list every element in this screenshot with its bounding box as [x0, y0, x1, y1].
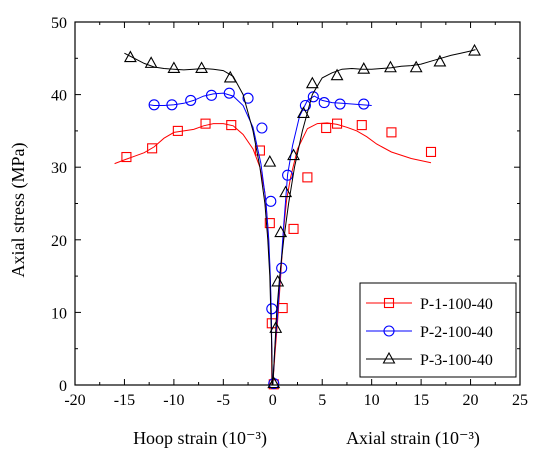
data-point-triangle: [274, 225, 288, 238]
x-tick-label: 15: [413, 392, 429, 409]
curve-hoop: [124, 52, 273, 386]
data-point-square: [302, 172, 313, 183]
data-point-triangle: [123, 50, 137, 63]
y-tick-label: 20: [51, 233, 67, 250]
data-point-triangle: [271, 274, 285, 287]
data-point-triangle: [267, 376, 281, 389]
x-tick-label: -20: [64, 392, 85, 409]
data-point-square: [254, 145, 265, 156]
data-point-circle: [185, 94, 197, 106]
axes-layer: -20 -15 -10 -5 0 5 10 15 20 25 0 10 20 30 40 50: [51, 15, 528, 409]
data-point-triangle: [433, 54, 447, 67]
data-point-circle: [318, 97, 330, 109]
data-point-triangle: [223, 70, 237, 83]
data-point-triangle: [468, 43, 481, 56]
data-point-square: [425, 146, 437, 158]
legend-entry-3: P-3-100-40: [366, 351, 493, 369]
data-point-triangle: [167, 61, 181, 74]
data-point-square: [332, 118, 343, 129]
x-tick-label: -15: [114, 392, 135, 409]
data-point-square: [288, 223, 299, 234]
legend-entry-2: P-2-100-40: [366, 324, 493, 341]
legend-label-1: P-1-100-40: [420, 296, 493, 313]
data-point-triangle: [279, 185, 293, 198]
data-point-triangle: [297, 106, 310, 119]
y-axis-title: Axial stress (MPa): [8, 143, 29, 278]
legend-marker-square: [383, 297, 395, 309]
data-point-triangle: [144, 56, 158, 68]
x-tick-label: 25: [512, 392, 528, 409]
legend-label-3: P-3-100-40: [420, 352, 493, 369]
data-point-triangle: [305, 76, 319, 89]
data-point-circle: [256, 122, 268, 134]
x-tick-label: 20: [463, 392, 479, 409]
curve-hoop: [114, 123, 273, 386]
x-tick-label: 0: [269, 392, 277, 409]
data-point-triangle: [384, 60, 397, 73]
data-point-square: [356, 120, 367, 131]
series-layer: [114, 43, 481, 390]
data-point-circle: [205, 89, 218, 101]
data-point-circle: [148, 99, 160, 111]
data-point-circle: [358, 98, 370, 110]
x-axis-title-hoop: Hoop strain (10⁻³): [133, 428, 267, 449]
x-axis-title-axial: Axial strain (10⁻³): [346, 428, 480, 449]
data-point-square: [321, 122, 332, 134]
x-tick-label: -5: [217, 392, 230, 409]
data-point-square: [386, 127, 397, 138]
legend-frame: [359, 282, 517, 378]
data-point-square: [226, 120, 237, 131]
legend: P-1-100-40 P-2-100-40 P-3-100-40: [359, 282, 517, 378]
data-point-square: [200, 118, 211, 129]
data-point-triangle: [263, 154, 277, 167]
legend-entry-1: P-1-100-40: [366, 296, 493, 313]
y-tick-label: 50: [51, 15, 67, 32]
data-point-circle: [166, 99, 178, 111]
data-point-circle: [282, 169, 294, 181]
data-point-triangle: [269, 321, 283, 333]
curve-axial: [272, 95, 372, 386]
data-point-triangle: [357, 62, 371, 74]
data-point-circle: [223, 87, 235, 99]
legend-marker-circle: [383, 325, 395, 337]
data-point-square: [264, 218, 275, 229]
data-point-circle: [307, 91, 319, 103]
data-point-triangle: [195, 61, 209, 74]
y-tick-label: 40: [51, 88, 67, 105]
data-point-triangle: [287, 148, 300, 161]
data-point-circle: [242, 92, 254, 104]
x-tick-label: 10: [364, 392, 380, 409]
data-point-square: [121, 151, 132, 163]
data-point-square: [172, 125, 183, 136]
legend-label-2: P-2-100-40: [420, 324, 493, 341]
data-point-triangle: [409, 60, 423, 73]
x-tick-label: -10: [163, 392, 184, 409]
data-point-circle: [276, 262, 288, 274]
data-point-triangle: [330, 68, 344, 81]
data-point-square: [147, 143, 158, 154]
x-tick-label: 5: [318, 392, 326, 409]
y-tick-label: 10: [51, 305, 67, 322]
data-point-circle: [265, 195, 277, 207]
data-point-square: [277, 302, 288, 314]
data-point-circle: [334, 98, 346, 110]
series-P-3-100-40: [123, 43, 481, 389]
curve-axial: [272, 122, 432, 386]
y-tick-label: 30: [51, 160, 67, 177]
legend-marker-triangle: [382, 351, 396, 364]
y-tick-label: 0: [59, 378, 67, 395]
